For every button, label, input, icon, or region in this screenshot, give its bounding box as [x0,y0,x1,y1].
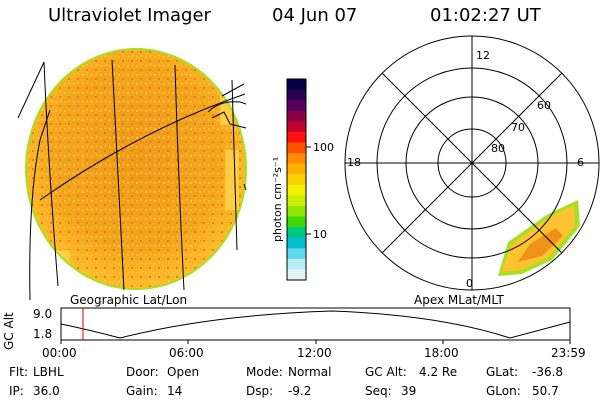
polar-projection-label: Apex MLat/MLT [414,293,504,307]
colorbar-cell [287,131,306,144]
longitude-lines [43,59,238,291]
mlat-label-80: 80 [491,142,505,155]
colorbar-cell [287,121,306,133]
altitude-curve [60,310,571,339]
colorbar-cell [287,269,306,281]
colorbar-cell [287,100,306,112]
colorbar-cell [287,174,306,186]
auroral-oval-patch [498,200,580,276]
colorbar-cell [287,216,306,228]
colorbar-cell [287,110,306,122]
altitude-tick-9: 9.0 [33,307,53,321]
gain-value: 14 [167,384,183,398]
dsp-label: Dsp: [246,384,274,398]
mlt-label-18: 18 [347,156,361,169]
colorbar-tick-label-10: 10 [313,228,327,241]
altitude-axis-label: GC Alt [2,312,16,350]
glat-value: -36.8 [532,365,564,379]
dsp-value: -9.2 [288,384,312,398]
colorbar-cell [287,258,306,271]
colorbar-cell [287,227,306,239]
colorbar-scale [287,79,306,281]
gain-label: Gain: [126,384,158,398]
mlat-label-70: 70 [511,121,525,134]
mlat-label-60: 60 [537,99,551,112]
colorbar-cell [287,205,306,218]
glat-label: GLat: [486,365,519,379]
polar-grid [344,35,600,291]
ip-value: 36.0 [33,384,60,398]
filter-label: Flt: [9,365,28,379]
time-label-0600: 06:00 [169,346,204,360]
date-label: 04 Jun 07 [272,5,358,26]
colorbar-cell [287,195,306,207]
colorbar-cell [287,153,306,165]
mode-value: Normal [288,365,332,379]
left-projection-label: Geographic Lat/Lon [70,293,188,307]
time-ticks [60,340,571,344]
mlt-label-0: 0 [466,277,473,290]
colorbar-cell [287,248,306,260]
colorbar-tick-label-100: 100 [313,141,334,154]
time-label-1200: 12:00 [297,346,332,360]
gc-alt-value: 4.2 Re [419,365,458,379]
colorbar-cell [287,163,306,175]
seq-value: 39 [401,384,417,398]
colorbar-cell [287,89,306,101]
altitude-plot-frame [60,307,571,341]
ip-label: IP: [9,384,24,398]
time-label-2359: 23:59 [551,346,586,360]
filter-value: LBHL [33,365,64,379]
mode-label: Mode: [246,365,283,379]
colorbar-cell [287,184,306,196]
gc-alt-label: GC Alt: [365,365,407,379]
latitude-lines [17,61,247,301]
instrument-title: Ultraviolet Imager [48,5,211,26]
time-label-0000: 00:00 [42,346,77,360]
colorbar-cell [287,142,306,154]
time-label: 01:02:27 UT [430,5,541,26]
colorbar-cell [287,79,306,91]
altitude-tick-1-8: 1.8 [33,327,53,341]
seq-label: Seq: [365,384,392,398]
time-label-1800: 18:00 [424,346,459,360]
mlt-label-12: 12 [476,49,490,62]
colorbar-cell [287,237,306,249]
mlt-label-6: 6 [577,156,584,169]
door-label: Door: [126,365,159,379]
door-value: Open [167,365,200,379]
glon-label: GLon: [486,384,521,398]
glon-value: 50.7 [532,384,559,398]
